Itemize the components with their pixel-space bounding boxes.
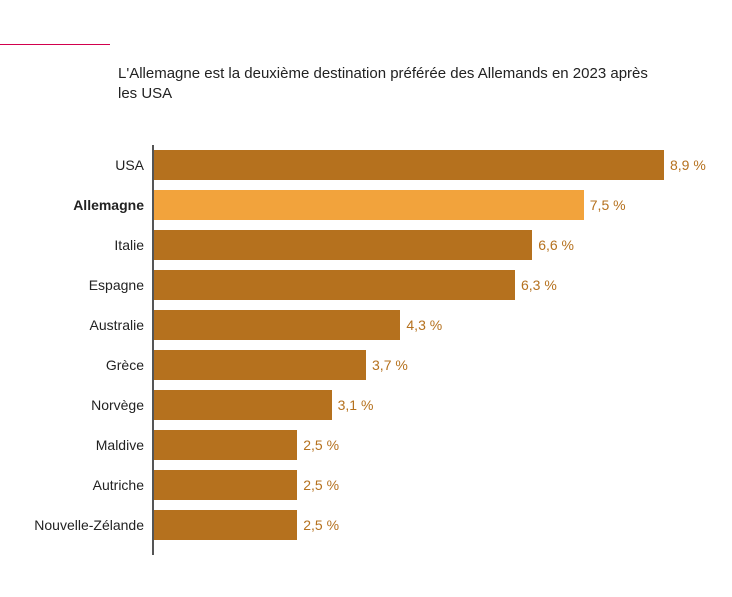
category-label: Nouvelle-Zélande — [0, 517, 152, 533]
bar — [154, 350, 366, 380]
bar — [154, 230, 532, 260]
category-label: Autriche — [0, 477, 152, 493]
bar-value-label: 4,3 % — [400, 305, 442, 345]
bar-value-label: 2,5 % — [297, 425, 339, 465]
bar-row: Norvège 3,1 % — [0, 385, 720, 425]
plot-area: 4,3 % — [152, 305, 720, 345]
category-label: Allemagne — [0, 197, 152, 213]
chart-title: L'Allemagne est la deuxième destination … — [118, 64, 658, 105]
bar — [154, 190, 584, 220]
plot-area: 6,6 % — [152, 225, 720, 265]
bar-row: Espagne 6,3 % — [0, 265, 720, 305]
bar-value-label: 2,5 % — [297, 465, 339, 505]
bar-value-label: 8,9 % — [664, 145, 706, 185]
category-label: Espagne — [0, 277, 152, 293]
bar — [154, 310, 400, 340]
y-axis-tail — [152, 545, 154, 555]
plot-area: 2,5 % — [152, 465, 720, 505]
bar-value-label: 7,5 % — [584, 185, 626, 225]
bar-value-label: 3,7 % — [366, 345, 408, 385]
plot-area: 7,5 % — [152, 185, 720, 225]
plot-area: 3,7 % — [152, 345, 720, 385]
bar — [154, 270, 515, 300]
bar-chart: USA8,9 %Allemagne7,5 %Italie6,6 %Espagne… — [0, 145, 720, 555]
plot-area: 8,9 % — [152, 145, 720, 185]
bar-row: Maldive 2,5 % — [0, 425, 720, 465]
category-label: Australie — [0, 317, 152, 333]
bar-value-label: 6,6 % — [532, 225, 574, 265]
bar-row: Italie 6,6 % — [0, 225, 720, 265]
category-label: Maldive — [0, 437, 152, 453]
category-label: Grèce — [0, 357, 152, 373]
plot-area: 3,1 % — [152, 385, 720, 425]
bar-value-label: 2,5 % — [297, 505, 339, 545]
accent-line — [0, 44, 110, 45]
bar-row: Nouvelle-Zélande 2,5 % — [0, 505, 720, 545]
plot-area: 2,5 % — [152, 425, 720, 465]
bar-row: Autriche 2,5 % — [0, 465, 720, 505]
plot-area: 6,3 % — [152, 265, 720, 305]
category-label: Norvège — [0, 397, 152, 413]
category-label: Italie — [0, 237, 152, 253]
bar-row: Australie 4,3 % — [0, 305, 720, 345]
plot-area: 2,5 % — [152, 505, 720, 545]
bar — [154, 430, 297, 460]
category-label: USA — [0, 157, 152, 173]
bar-value-label: 6,3 % — [515, 265, 557, 305]
bar — [154, 470, 297, 500]
bar-row: Allemagne 7,5 % — [0, 185, 720, 225]
bar — [154, 390, 332, 420]
bar-row: Grèce 3,7 % — [0, 345, 720, 385]
bar-value-label: 3,1 % — [332, 385, 374, 425]
bar-row: USA 8,9 % — [0, 145, 720, 185]
bar — [154, 150, 664, 180]
bar — [154, 510, 297, 540]
